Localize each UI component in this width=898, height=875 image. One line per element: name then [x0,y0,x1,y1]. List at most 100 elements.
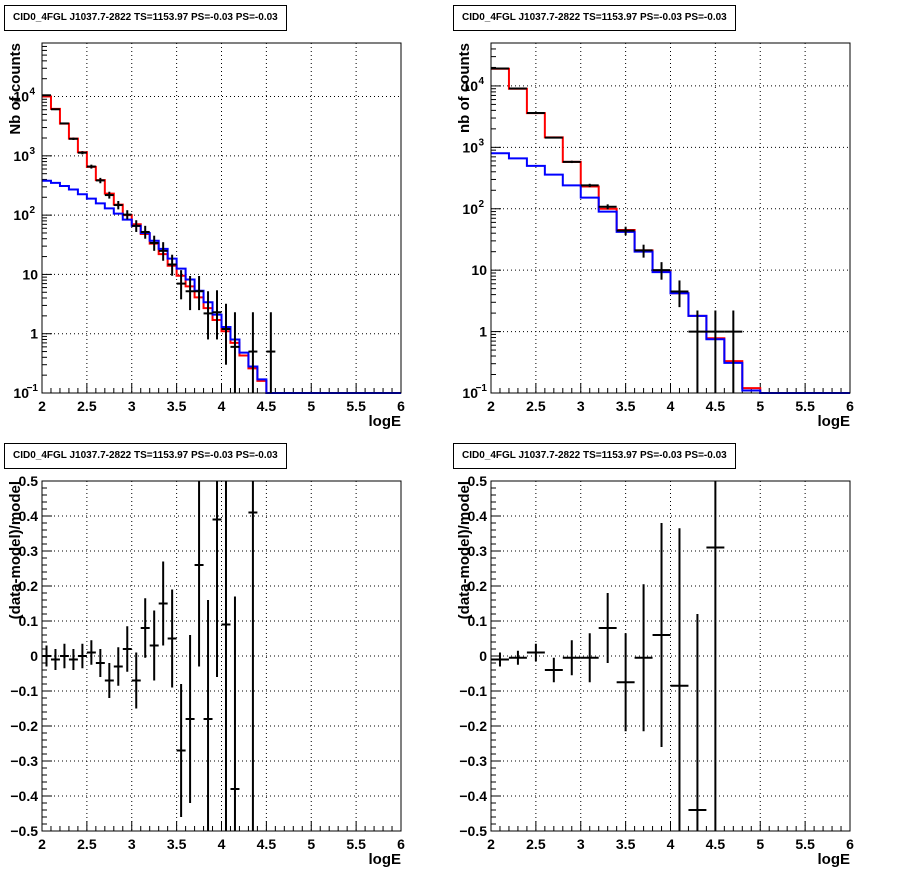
panel-4-residual-point [688,614,707,831]
panel-4-residual-point [491,652,509,667]
panel-1-data-point [140,225,150,239]
panel-3-x-tick-label: 5 [307,836,315,852]
panel-1-data-point [77,151,87,155]
panel-1-y-tick-label-exponent: 3 [29,146,35,157]
panel-4-residual-point [634,584,653,732]
panel-3-residual-point [167,589,177,688]
panel-3-x-tick-label: 2 [38,836,46,852]
panel-2-x-tick-label: 4.5 [706,398,726,414]
panel-2-y-tick-label-exponent: 2 [478,199,484,210]
panel-3-residual-point [221,481,231,831]
panel-4-x-tick-label: 6 [846,836,854,852]
panel-4-x-tick-label: 5.5 [795,836,815,852]
panel-3-residual-point [248,481,258,831]
panel-1-data-point [86,164,96,169]
panel-2-y-tick-label-exponent: −1 [476,383,488,394]
panel-3-residual-point [203,600,213,831]
panel-4-y-tick-label: 0.5 [468,473,488,489]
panel-3-plot: 2 2.5 3 3.5 4 4.5 5 5.5 6 −0.5 −0.4 −0.3 −0.2 −0.1 0 0.… [7,473,405,868]
panel-3-frame [41,480,402,832]
panel-2-y-tick-label: 10 [462,78,478,94]
panel-2-data-point [562,160,581,164]
panel-3-y-tick-label: 0.2 [19,578,39,594]
panel-2-data-point [688,310,707,393]
panel-2-y-tick-label: 10 [462,201,478,217]
panel-3-y-tick-label: 0.5 [19,473,39,489]
panel-1-data-point [50,108,60,111]
panel-2-series-total-model-line [491,67,850,394]
panel-1-y-tick-label-exponent: 2 [29,205,35,216]
panel-1-data-point [95,177,105,184]
panel-1-data-point [42,94,51,97]
panel-1-y-tick-label-exponent: 4 [29,87,35,98]
panel-1-y-tick-label: 10 [13,207,29,223]
panel-2-frame [490,42,851,394]
panel-2-data-point [706,310,725,393]
panel-3-residual-point [131,652,141,709]
panel-2-data-point [491,67,509,70]
panel-4-y-tick-label: 0.2 [468,578,488,594]
panel-3-y-tick-label: 0.1 [19,613,39,629]
panel-2-series-component-model-line [491,152,850,394]
panel-2-data-point [526,112,545,115]
panel-1-title: CID0_4FGL J1037.7-2822 TS=1153.97 PS=-0.… [4,5,287,31]
panel-3-x-tick-label: 4 [218,836,226,852]
panel-4-x-tick-label: 4.5 [706,836,726,852]
panel-2-data-point [508,87,527,90]
panel-2-data-point [634,244,653,258]
panel-1-y-tick-label: 10 [22,266,38,282]
panel-4-y-tick-label: −0.1 [459,683,487,699]
panel-1-y-tick-label: 10 [13,89,29,105]
panel-4-residual-point [526,643,545,662]
panel-2-x-tick-label: 6 [846,398,854,414]
panel-1-data-point [248,312,258,393]
panel-4-residual-point [706,481,725,831]
panel-2-x-tick-label: 5.5 [795,398,815,414]
panel-1-data-point [212,290,222,340]
panel-4-residual-point [652,523,671,747]
panel-1-data-point [122,210,132,220]
panel-4-x-tick-label: 2.5 [526,836,546,852]
panel-1-y-axis-title: Nb of counts [7,43,24,135]
panel-3-y-tick-label: 0 [30,648,38,664]
panel-1-series-total-model-line [42,95,401,394]
panel-4-y-tick-label: −0.3 [459,753,487,769]
panel-2-x-tick-label: 2 [487,398,495,414]
panel-3-residual-point [140,598,150,658]
panel-3-residual-point [50,649,60,670]
panel-2-y-tick-label-exponent: 3 [478,137,484,148]
panel-4-residual-point [562,640,581,676]
panel-2-y-tick-label: 10 [462,385,478,401]
panel-1-x-tick-label: 6 [397,398,405,414]
panel-1-x-axis-title: logE [369,413,402,430]
panel-3-residual-point [185,635,195,803]
panel-3-residual-point [42,645,51,667]
panel-2-y-tick-label: 1 [479,324,487,340]
panel-4-residual-point [580,633,599,683]
panel-4-residual-point [598,593,617,663]
panel-3-y-tick-label: −0.1 [10,683,38,699]
panel-3-x-tick-label: 6 [397,836,405,852]
panel-3-y-tick-label: −0.3 [10,753,38,769]
panel-1-data-point [68,137,78,140]
panel-2-data-point [580,183,599,188]
panel-4-title: CID0_4FGL J1037.7-2822 TS=1153.97 PS=-0.… [453,443,736,469]
panel-1-data-point [158,242,168,261]
panel-1-x-tick-label: 2.5 [77,398,97,414]
panel-3-residual-point [176,684,186,817]
panel-3-residual-point [158,561,168,646]
panel-3-residual-point [104,663,114,698]
panel-4-plot: 2 2.5 3 3.5 4 4.5 5 5.5 6 −0.5 −0.4 −0.3 −0.2 −0.1 0 0.… [456,473,854,868]
panel-3-x-tick-label: 3.5 [167,836,187,852]
panel-3-residual-point [68,649,78,670]
panel-2-y-tick-label: 10 [462,139,478,155]
panel-3-x-tick-label: 5.5 [346,836,366,852]
panel-1-y-tick-label-exponent: −1 [27,383,39,394]
panel-3-residual-point [212,481,222,677]
panel-3-y-tick-label: 0.3 [19,543,39,559]
panel-1-data-point [113,201,123,210]
panel-4-x-axis-title: logE [818,851,851,868]
panel-4-residual-point [544,657,563,683]
